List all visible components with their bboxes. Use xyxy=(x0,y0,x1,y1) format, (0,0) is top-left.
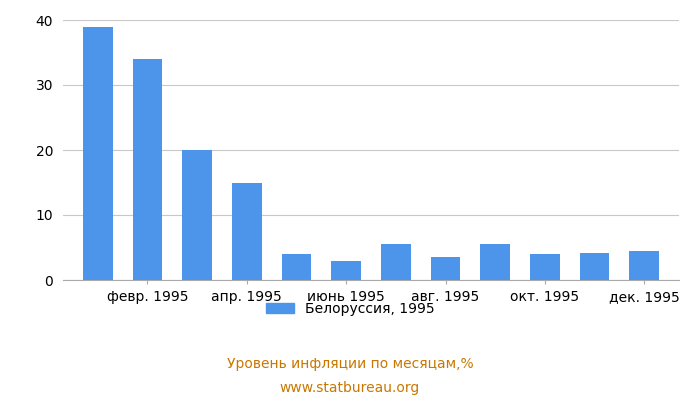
Bar xyxy=(281,254,312,280)
Bar xyxy=(182,150,212,280)
Bar xyxy=(331,260,361,280)
Bar xyxy=(480,244,510,280)
Bar xyxy=(430,257,461,280)
Legend: Белоруссия, 1995: Белоруссия, 1995 xyxy=(260,296,440,321)
Bar xyxy=(629,251,659,280)
Bar xyxy=(232,182,262,280)
Bar xyxy=(132,59,162,280)
Bar xyxy=(381,244,411,280)
Text: Уровень инфляции по месяцам,%: Уровень инфляции по месяцам,% xyxy=(227,357,473,371)
Bar xyxy=(530,254,560,280)
Bar xyxy=(83,26,113,280)
Bar xyxy=(580,253,610,280)
Text: www.statbureau.org: www.statbureau.org xyxy=(280,381,420,395)
